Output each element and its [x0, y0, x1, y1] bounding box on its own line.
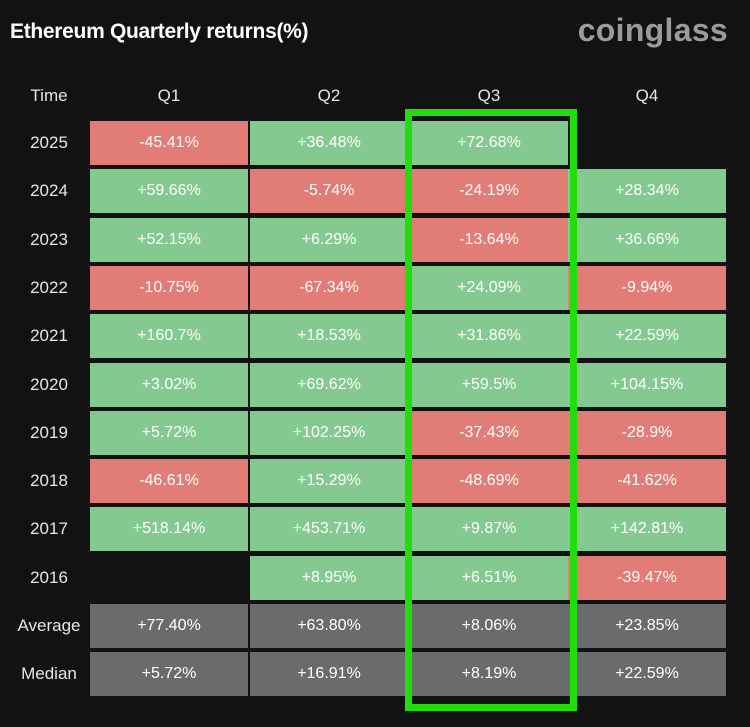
cell-2025-q3: +72.68% [410, 121, 568, 165]
cell-average-q1: +77.40% [90, 604, 248, 648]
cell-2018-q4: -41.62% [568, 459, 726, 503]
cell-2018-q3: -48.69% [410, 459, 568, 503]
cell-2018-q2: +15.29% [250, 459, 408, 503]
row-label-2020: 2020 [30, 375, 68, 394]
column-header-q1: Q1 [157, 86, 181, 105]
cell-2022-q2: -67.34% [250, 266, 408, 310]
cell-median-q3: +8.19% [410, 652, 568, 696]
row-label-2019: 2019 [30, 423, 68, 442]
cell-2023-q1: +52.15% [90, 218, 248, 262]
cell-2017-q2: +453.71% [250, 507, 408, 551]
cell-2019-q2: +102.25% [250, 411, 408, 455]
time-header: Time [30, 86, 68, 105]
cell-2020-q2: +69.62% [250, 363, 408, 407]
cell-2020-q3: +59.5% [410, 363, 568, 407]
cell-2017-q1: +518.14% [90, 507, 248, 551]
cell-2019-q4: -28.9% [568, 411, 726, 455]
cell-2019-q3: -37.43% [410, 411, 568, 455]
cell-2023-q3: -13.64% [410, 218, 568, 262]
cell-2022-q3: +24.09% [410, 266, 568, 310]
cell-2024-q2: -5.74% [250, 169, 408, 213]
row-label-2024: 2024 [30, 181, 68, 200]
row-label-2021: 2021 [30, 326, 68, 345]
cell-average-q2: +63.80% [250, 604, 408, 648]
cell-2024-q3: -24.19% [410, 169, 568, 213]
cell-median-q2: +16.91% [250, 652, 408, 696]
column-header-q2: Q2 [317, 86, 341, 105]
cell-average-q3: +8.06% [410, 604, 568, 648]
cell-average-q4: +23.85% [568, 604, 726, 648]
cell-median-q4: +22.59% [568, 652, 726, 696]
cell-2021-q3: +31.86% [410, 314, 568, 358]
cell-2021-q2: +18.53% [250, 314, 408, 358]
column-header-q3: Q3 [477, 86, 501, 105]
cell-2021-q1: +160.7% [90, 314, 248, 358]
row-label-2022: 2022 [30, 278, 68, 297]
row-label-2023: 2023 [30, 230, 68, 249]
cell-2022-q1: -10.75% [90, 266, 248, 310]
chart-title: Ethereum Quarterly returns(%) [10, 20, 309, 43]
coinglass-logo: coinglass [577, 12, 728, 48]
cell-2020-q4: +104.15% [568, 363, 726, 407]
cell-2016-q4: -39.47% [568, 556, 726, 600]
cell-2016-q3: +6.51% [410, 556, 568, 600]
cell-2021-q4: +22.59% [568, 314, 726, 358]
cell-2019-q1: +5.72% [90, 411, 248, 455]
cell-2022-q4: -9.94% [568, 266, 726, 310]
cell-2017-q4: +142.81% [568, 507, 726, 551]
cell-2024-q4: +28.34% [568, 169, 726, 213]
row-label-2016: 2016 [30, 568, 68, 587]
cell-2024-q1: +59.66% [90, 169, 248, 213]
cell-2023-q2: +6.29% [250, 218, 408, 262]
cell-2025-q2: +36.48% [250, 121, 408, 165]
cell-2018-q1: -46.61% [90, 459, 248, 503]
cell-median-q1: +5.72% [90, 652, 248, 696]
row-label-2017: 2017 [30, 519, 68, 538]
cell-2020-q1: +3.02% [90, 363, 248, 407]
row-label-median: Median [21, 664, 77, 683]
cell-2016-q2: +8.95% [250, 556, 408, 600]
cell-2023-q4: +36.66% [568, 218, 726, 262]
row-label-2018: 2018 [30, 471, 68, 490]
cell-2017-q3: +9.87% [410, 507, 568, 551]
cell-2025-q1: -45.41% [90, 121, 248, 165]
column-header-q4: Q4 [635, 86, 659, 105]
row-label-2025: 2025 [30, 133, 68, 152]
row-label-average: Average [17, 616, 81, 635]
